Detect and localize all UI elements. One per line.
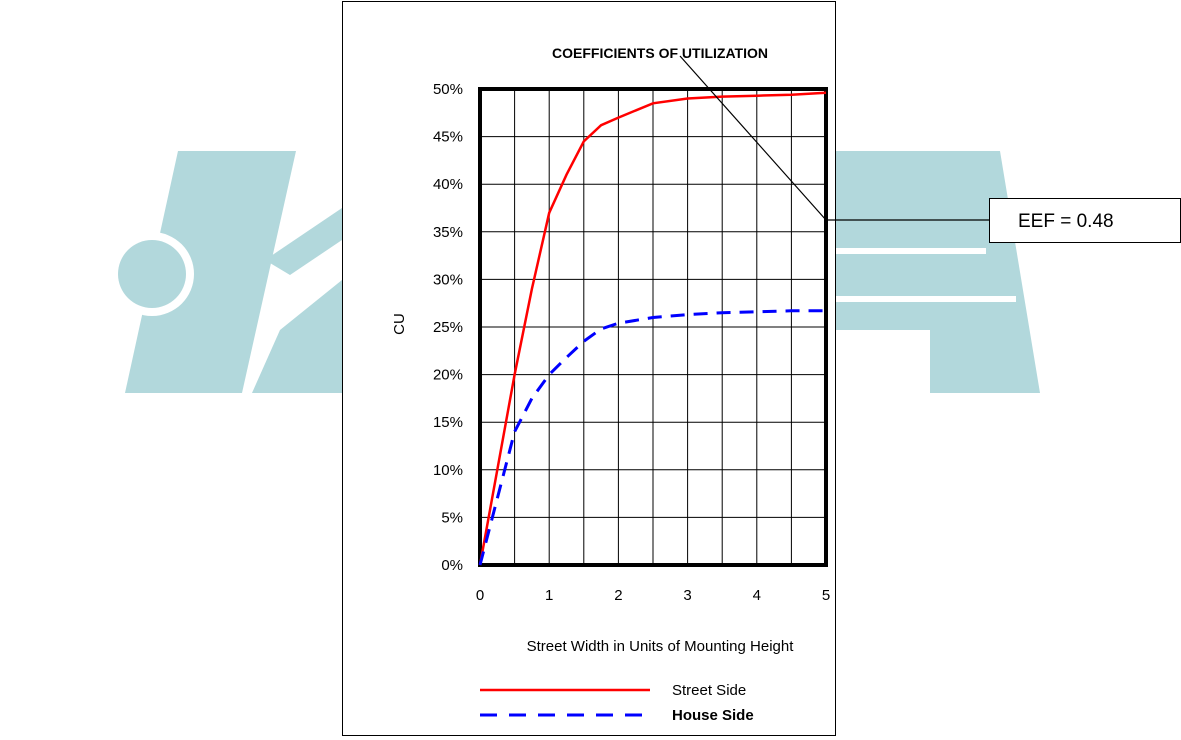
y-tick-label: 5% (441, 509, 463, 526)
y-tick-label: 15% (433, 414, 463, 431)
x-tick-label: 3 (683, 587, 691, 604)
annotation-text: EEF = 0.48 (1018, 211, 1114, 232)
x-tick-label: 5 (822, 587, 830, 604)
y-tick-label: 0% (441, 557, 463, 574)
legend-label: House Side (672, 707, 754, 724)
legend-label: Street Side (672, 682, 746, 699)
y-tick-label: 10% (433, 462, 463, 479)
plot-frame (478, 87, 828, 567)
x-tick-label: 2 (614, 587, 622, 604)
y-tick-label: 35% (433, 224, 463, 241)
x-tick-label: 4 (753, 587, 761, 604)
series-line-house-side (478, 309, 826, 566)
y-tick-label: 40% (433, 176, 463, 193)
y-tick-label: 45% (433, 129, 463, 146)
y-tick-label: 50% (433, 81, 463, 98)
y-axis-label: CU (391, 313, 408, 335)
x-tick-label: 0 (476, 587, 484, 604)
y-tick-label: 25% (433, 319, 463, 336)
chart-title: COEFFICIENTS OF UTILIZATION (552, 45, 768, 61)
x-axis-label: Street Width in Units of Mounting Height (527, 638, 795, 655)
chart-panel: COEFFICIENTS OF UTILIZATION 0% 5% 10% 15% 20… (342, 1, 836, 736)
annotation-callout: EEF = 0.48 (989, 198, 1181, 243)
y-tick-label: 30% (433, 271, 463, 288)
y-tick-label: 20% (433, 367, 463, 384)
chart-svg: COEFFICIENTS OF UTILIZATION 0%5%10%15%20… (391, 45, 830, 724)
x-tick-label: 1 (545, 587, 553, 604)
